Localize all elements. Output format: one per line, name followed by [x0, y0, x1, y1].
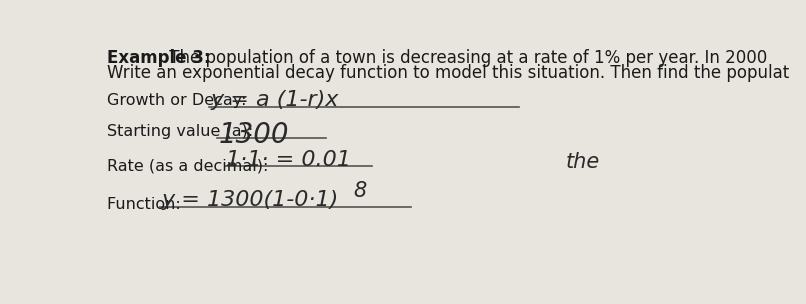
Text: Function:: Function: [107, 197, 186, 212]
Text: y = a (1-r)x: y = a (1-r)x [211, 90, 339, 110]
Text: Example 3:: Example 3: [107, 49, 210, 67]
Text: 8: 8 [353, 181, 367, 201]
Text: The population of a town is decreasing at a rate of 1% per year. In 2000: The population of a town is decreasing a… [164, 49, 767, 67]
Text: Starting value (a):: Starting value (a): [107, 124, 259, 139]
Text: 1·1· = 0.01: 1·1· = 0.01 [226, 150, 351, 171]
Text: 1300: 1300 [218, 121, 289, 149]
Text: Rate (as a decimal):: Rate (as a decimal): [107, 158, 273, 173]
Text: Growth or Decay:: Growth or Decay: [107, 93, 251, 109]
Text: Write an exponential decay function to model this situation. Then find the popul: Write an exponential decay function to m… [107, 64, 789, 82]
Text: the: the [566, 152, 600, 172]
Text: y = 1300(1-0·1): y = 1300(1-0·1) [161, 191, 339, 210]
